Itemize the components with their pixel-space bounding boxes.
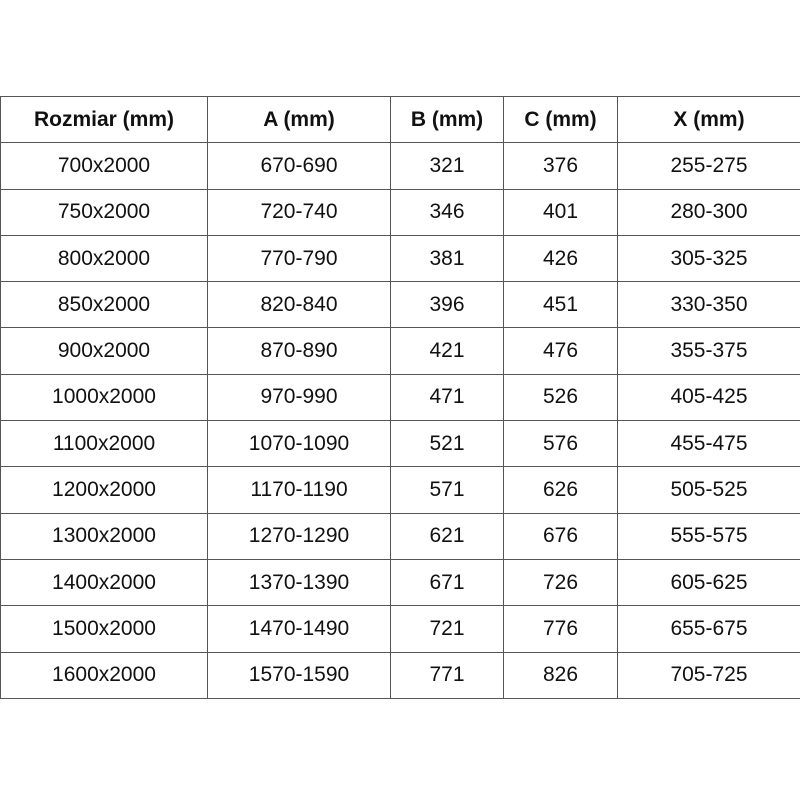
table-cell: 346: [390, 188, 504, 236]
table-cell: 355-375: [617, 327, 800, 375]
table-cell: 676: [503, 512, 618, 560]
table-cell: 381: [390, 234, 504, 283]
table-cell: 255-275: [617, 142, 800, 190]
table-cell: 1600x2000: [0, 651, 208, 699]
table-cell: 770-790: [207, 234, 391, 283]
table-cell: 526: [503, 373, 618, 422]
table-cell: 700x2000: [0, 142, 208, 190]
table-cell: 1200x2000: [0, 466, 208, 514]
table-cell: 421: [390, 327, 504, 375]
header-row: Rozmiar (mm) A (mm) B (mm) C (mm) X (mm): [0, 95, 800, 144]
table-row: 1500x2000 1470-1490 721 776 655-675: [0, 605, 800, 653]
table-cell: 800x2000: [0, 234, 208, 283]
table-cell: 720-740: [207, 188, 391, 236]
table-cell: 670-690: [207, 142, 391, 190]
table-cell: 401: [503, 188, 618, 236]
table-row: 850x2000 820-840 396 451 330-350: [0, 281, 800, 329]
dimensions-table: Rozmiar (mm) A (mm) B (mm) C (mm) X (mm) 700…: [0, 95, 800, 699]
table-cell: 576: [503, 420, 618, 468]
table-row: 700x2000 670-690 321 376 255-275: [0, 142, 800, 190]
table-cell: 626: [503, 466, 618, 514]
table-cell: 1300x2000: [0, 512, 208, 560]
table-row: 1200x2000 1170-1190 571 626 505-525: [0, 466, 800, 514]
table-cell: 476: [503, 327, 618, 375]
table-cell: 405-425: [617, 373, 800, 422]
table-cell: 280-300: [617, 188, 800, 236]
table-cell: 321: [390, 142, 504, 190]
column-header: B (mm): [390, 95, 504, 144]
table-cell: 820-840: [207, 281, 391, 329]
table-row: 1000x2000 970-990 471 526 405-425: [0, 373, 800, 422]
column-header: A (mm): [207, 95, 391, 144]
table-cell: 455-475: [617, 420, 800, 468]
table-row: 800x2000 770-790 381 426 305-325: [0, 234, 800, 283]
table-row: 750x2000 720-740 346 401 280-300: [0, 188, 800, 236]
table-row: 1400x2000 1370-1390 671 726 605-625: [0, 558, 800, 607]
column-header: Rozmiar (mm): [0, 95, 208, 144]
table-cell: 571: [390, 466, 504, 514]
table-cell: 505-525: [617, 466, 800, 514]
table-cell: 521: [390, 420, 504, 468]
table-cell: 621: [390, 512, 504, 560]
table-cell: 850x2000: [0, 281, 208, 329]
table-cell: 1570-1590: [207, 651, 391, 699]
table-cell: 426: [503, 234, 618, 283]
table-cell: 1100x2000: [0, 420, 208, 468]
table-cell: 726: [503, 558, 618, 607]
table-cell: 1270-1290: [207, 512, 391, 560]
table-cell: 451: [503, 281, 618, 329]
table-cell: 671: [390, 558, 504, 607]
table-cell: 776: [503, 605, 618, 653]
table-row: 1300x2000 1270-1290 621 676 555-575: [0, 512, 800, 560]
table-row: 1600x2000 1570-1590 771 826 705-725: [0, 651, 800, 699]
table-cell: 721: [390, 605, 504, 653]
table-cell: 1500x2000: [0, 605, 208, 653]
table-cell: 970-990: [207, 373, 391, 422]
table-cell: 396: [390, 281, 504, 329]
table-cell: 750x2000: [0, 188, 208, 236]
table-cell: 1000x2000: [0, 373, 208, 422]
table-cell: 655-675: [617, 605, 800, 653]
table-cell: 376: [503, 142, 618, 190]
table-cell: 826: [503, 651, 618, 699]
table-cell: 605-625: [617, 558, 800, 607]
table-cell: 870-890: [207, 327, 391, 375]
table-cell: 1470-1490: [207, 605, 391, 653]
table-row: 1100x2000 1070-1090 521 576 455-475: [0, 420, 800, 468]
table-cell: 900x2000: [0, 327, 208, 375]
table-cell: 330-350: [617, 281, 800, 329]
table-cell: 705-725: [617, 651, 800, 699]
table-cell: 555-575: [617, 512, 800, 560]
table-cell: 471: [390, 373, 504, 422]
table-cell: 1170-1190: [207, 466, 391, 514]
table-row: 900x2000 870-890 421 476 355-375: [0, 327, 800, 375]
table-cell: 1400x2000: [0, 558, 208, 607]
table-cell: 1370-1390: [207, 558, 391, 607]
column-header: X (mm): [617, 95, 800, 144]
table-cell: 1070-1090: [207, 420, 391, 468]
column-header: C (mm): [503, 95, 618, 144]
table-cell: 305-325: [617, 234, 800, 283]
table-cell: 771: [390, 651, 504, 699]
